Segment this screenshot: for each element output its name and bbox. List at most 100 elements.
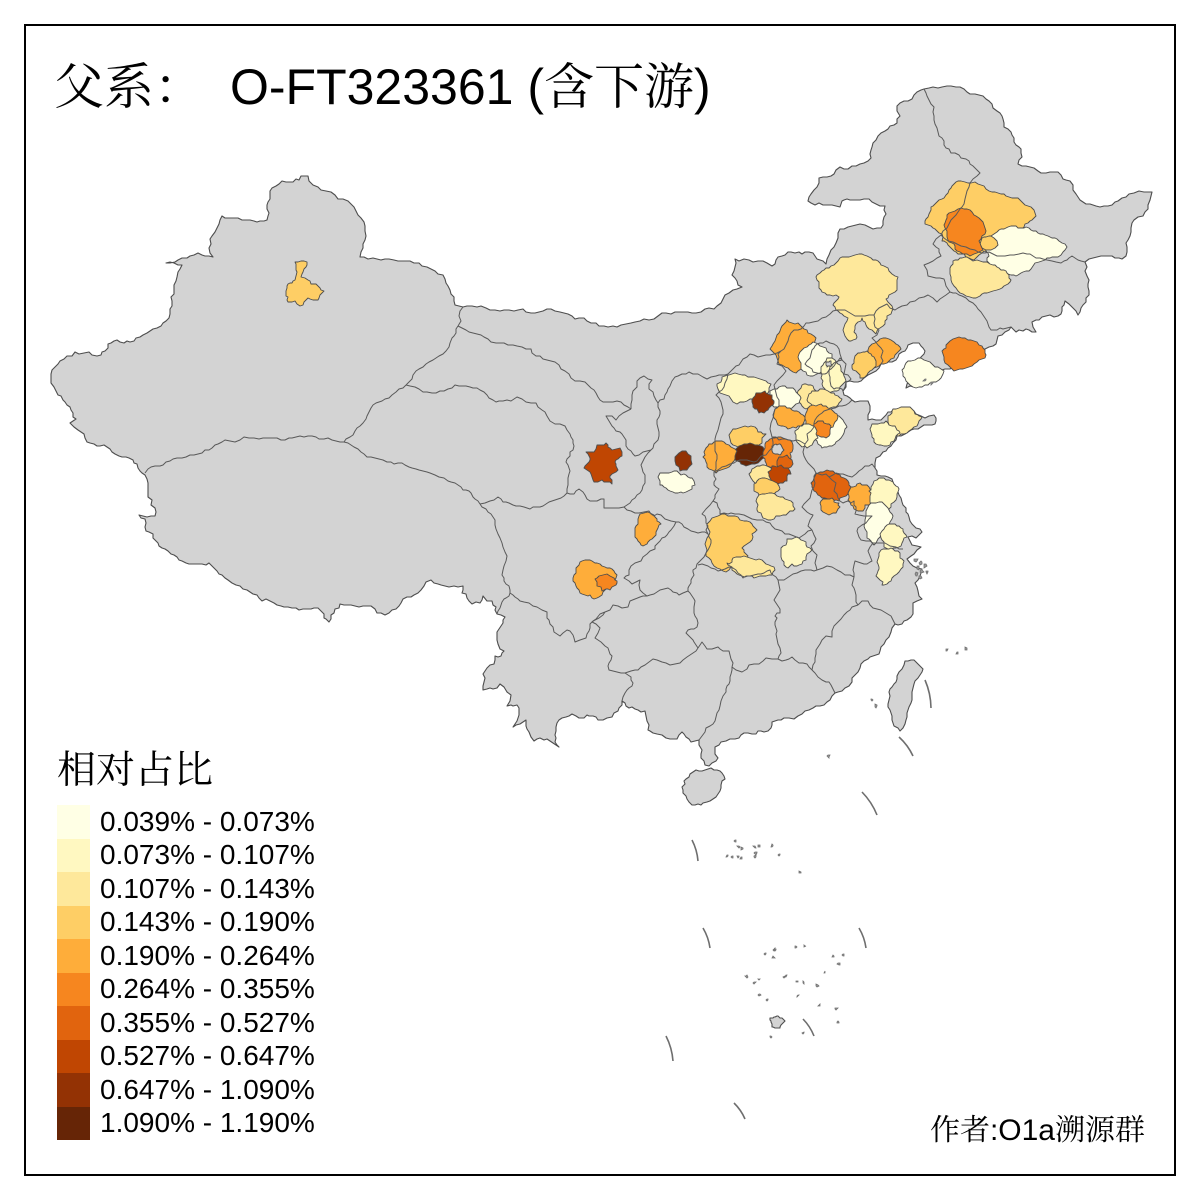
prefecture-xiangyang-south[interactable] bbox=[726, 555, 776, 579]
nine-dash-segment bbox=[691, 839, 699, 862]
islet bbox=[834, 1007, 839, 1011]
province-border bbox=[630, 375, 659, 409]
tianjin-hole bbox=[825, 360, 833, 368]
province-border bbox=[804, 399, 853, 445]
legend-row: 0.073% - 0.107% bbox=[57, 838, 315, 872]
islet bbox=[740, 846, 744, 851]
province-border-beijing bbox=[804, 340, 843, 375]
province-border bbox=[343, 384, 407, 443]
prefecture-qinhuangdao[interactable] bbox=[851, 350, 877, 379]
prefecture-changchun[interactable] bbox=[949, 256, 1012, 299]
legend-swatch bbox=[57, 872, 90, 906]
province-border bbox=[815, 472, 830, 478]
legend-swatch bbox=[57, 838, 90, 872]
islet bbox=[757, 993, 762, 997]
islet bbox=[803, 944, 807, 948]
prefecture-dandong[interactable] bbox=[941, 336, 987, 372]
province-borders bbox=[144, 88, 1086, 741]
islet bbox=[736, 845, 741, 849]
prefecture-taizhou[interactable] bbox=[863, 501, 894, 546]
prefecture-changzhi[interactable] bbox=[728, 425, 767, 450]
legend-title: 相对占比 bbox=[57, 749, 214, 792]
province-border bbox=[712, 500, 813, 539]
prefecture-tongchuan[interactable] bbox=[674, 450, 693, 472]
prefecture-lanzhou[interactable] bbox=[583, 442, 623, 485]
prefecture-suzhou-wan[interactable] bbox=[819, 497, 841, 516]
province-border bbox=[712, 472, 720, 502]
province-border bbox=[780, 309, 874, 352]
province-border bbox=[496, 592, 511, 615]
islet bbox=[945, 648, 949, 652]
islet bbox=[777, 853, 781, 857]
nine-dash-segment bbox=[861, 791, 878, 816]
islet bbox=[730, 855, 734, 859]
prefecture-qingdao[interactable] bbox=[869, 420, 901, 447]
prefecture-xian[interactable] bbox=[657, 470, 696, 494]
province-border bbox=[727, 350, 782, 375]
islet bbox=[753, 854, 757, 859]
province-border bbox=[731, 657, 778, 673]
islet bbox=[841, 953, 845, 957]
province-border bbox=[624, 647, 699, 674]
legend-row: 0.264% - 0.355% bbox=[57, 972, 315, 1006]
mainland-china bbox=[50, 85, 1153, 767]
prefecture-harbin-core[interactable] bbox=[943, 207, 987, 257]
taiwan-island bbox=[887, 659, 924, 732]
legend-label: 0.143% - 0.190% bbox=[100, 906, 315, 938]
prefecture-zhoukou[interactable] bbox=[755, 492, 796, 521]
prefecture-urumqi[interactable] bbox=[285, 260, 325, 307]
islet bbox=[836, 1020, 840, 1024]
prefecture-zigong[interactable] bbox=[594, 573, 618, 592]
province-border bbox=[698, 667, 733, 741]
province-border bbox=[777, 656, 813, 671]
prefecture-kaifeng[interactable] bbox=[767, 464, 792, 485]
province-border bbox=[871, 314, 884, 365]
islet bbox=[739, 856, 743, 860]
legend-rows: 0.039% - 0.073% 0.073% - 0.107% 0.107% - 0… bbox=[57, 805, 315, 1140]
province-border bbox=[343, 441, 481, 505]
province-border bbox=[457, 306, 464, 327]
legend-label: 0.073% - 0.107% bbox=[100, 839, 315, 871]
province-border bbox=[772, 436, 806, 445]
islet bbox=[765, 998, 769, 1002]
legend-label: 0.527% - 0.647% bbox=[100, 1040, 315, 1072]
author-credit: 作者:O1a溯源群 bbox=[929, 1114, 1145, 1147]
province-border bbox=[802, 443, 817, 474]
islet bbox=[725, 854, 729, 858]
map-prefectures bbox=[285, 180, 1068, 600]
province-border bbox=[923, 88, 981, 236]
prefecture-bazhong[interactable] bbox=[634, 511, 662, 547]
islet bbox=[752, 845, 757, 849]
islet bbox=[918, 575, 923, 580]
prefecture-yangquan[interactable] bbox=[751, 390, 775, 414]
islet bbox=[817, 1003, 821, 1007]
province-border bbox=[949, 291, 1012, 331]
nine-dash-segment bbox=[924, 679, 932, 709]
province-border bbox=[713, 436, 774, 473]
province-border bbox=[873, 291, 951, 316]
prefecture-wuhan-east[interactable] bbox=[780, 536, 813, 569]
legend-row: 0.039% - 0.073% bbox=[57, 805, 315, 839]
legend-swatch bbox=[57, 805, 90, 839]
islet bbox=[733, 839, 737, 843]
islet bbox=[826, 754, 831, 759]
prefecture-shijiazhuang[interactable] bbox=[772, 405, 806, 430]
province-border bbox=[828, 463, 876, 478]
islet bbox=[802, 980, 805, 985]
islet bbox=[763, 952, 767, 956]
title-suffix: (含下游) bbox=[527, 59, 711, 115]
islet bbox=[770, 843, 774, 848]
prefecture-chifeng-tongliao[interactable] bbox=[815, 253, 899, 342]
prefecture-shanghai-south[interactable] bbox=[875, 547, 905, 586]
province-border-tianjin bbox=[828, 357, 852, 392]
province-border bbox=[857, 600, 896, 625]
legend-swatch bbox=[57, 1006, 90, 1040]
province-border bbox=[457, 325, 632, 410]
legend-row: 0.647% - 1.090% bbox=[57, 1073, 315, 1107]
xinxiang-hole bbox=[771, 443, 785, 456]
province-border bbox=[769, 350, 787, 438]
province-border-chongqing bbox=[623, 521, 712, 597]
legend-label: 1.090% - 1.190% bbox=[100, 1107, 315, 1139]
